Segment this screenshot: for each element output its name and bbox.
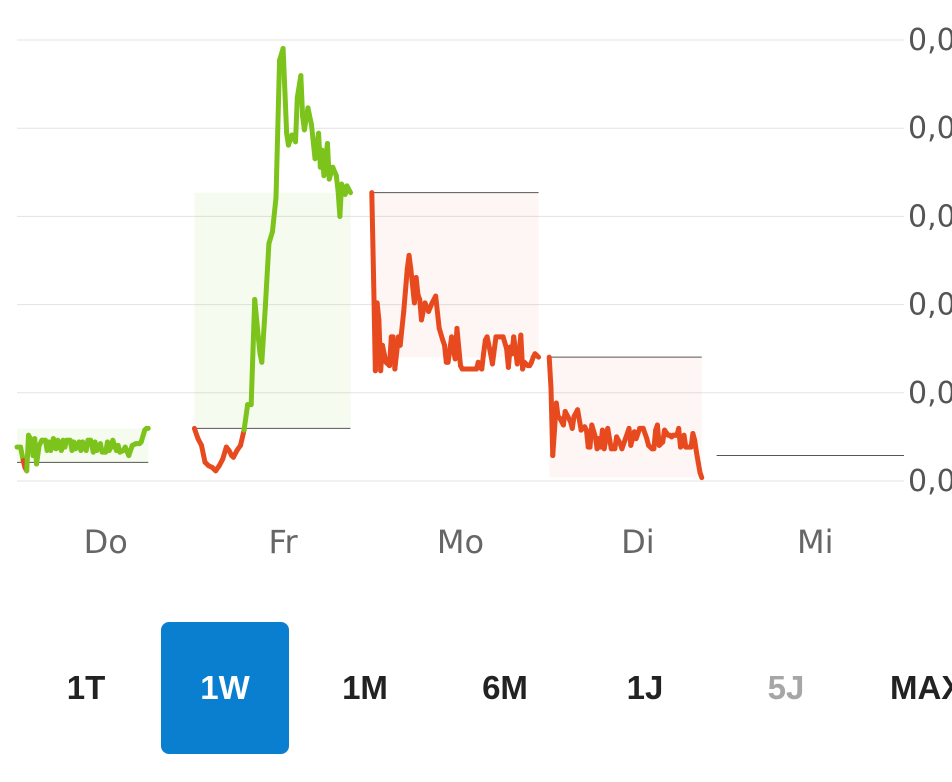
price-line-segment [259,303,268,365]
period-selector: 1T 1W 1M 6M 1J 5J MAX [0,622,952,754]
period-tab-6m[interactable]: 6M [482,669,528,706]
price-line-segment [489,334,499,367]
price-line-segment [269,195,279,235]
price-line-segment [397,308,407,348]
x-tick-label: Do [84,523,128,561]
period-tab-1w[interactable]: 1W [161,622,289,754]
price-line-segment [433,293,442,331]
price-line-segment [534,352,542,360]
y-tick-label: 0,0 [908,23,952,58]
price-line-segment [34,442,42,467]
price-line-segment [651,427,659,452]
price-line-segment [238,427,247,448]
price-line-segment [293,95,300,145]
price-line-segment [344,183,354,196]
price-line-segment [575,407,584,433]
price-line-segment [369,190,377,280]
price-line-segment [305,105,314,128]
price-line-segment [280,45,290,136]
price-line-segment [379,342,389,365]
price-line-segment [255,334,263,357]
price-line-segment [374,300,382,323]
price-line-segment [241,402,251,433]
period-tab-1t[interactable]: 1T [66,669,106,706]
x-tick-label: Mi [797,523,834,561]
y-tick-label: 0,0 [908,199,952,234]
price-line-segment [546,354,554,391]
y-tick-label: 0,0 [908,464,952,499]
y-tick-label: 0,0 [908,376,952,411]
price-line-segment [333,173,341,194]
price-line-segment [654,422,662,448]
period-tab-1j[interactable]: 1J [626,669,664,706]
price-line-segment [550,427,558,459]
price-line-segment [273,57,283,201]
y-tick-label: 0,0 [908,288,952,323]
period-tab-5j[interactable]: 5J [767,669,805,706]
price-chart[interactable]: 0,0 0,0 0,0 0,0 0,0 0,0 Do Fr Mo Di Mi [0,0,952,600]
x-tick-label: Fr [268,523,298,561]
period-tab-max[interactable]: MAX [890,669,952,706]
price-line-segment [484,334,494,357]
price-line-segment [605,425,614,452]
price-line-segment [262,241,272,309]
x-tick-label: Di [621,523,655,561]
price-line-segment [252,297,261,340]
period-tab-1m[interactable]: 1M [342,669,388,706]
price-line-segment [401,266,410,314]
price-line-segment [24,432,32,474]
price-line-segment [413,274,421,297]
price-line-segment [697,470,705,481]
price-line-segment [454,325,463,369]
price-line-segment [479,351,487,372]
y-tick-label: 0,0 [908,111,952,146]
price-line-segment [298,73,306,119]
price-line-segment [198,442,208,465]
x-tick-label: Mo [437,523,484,561]
